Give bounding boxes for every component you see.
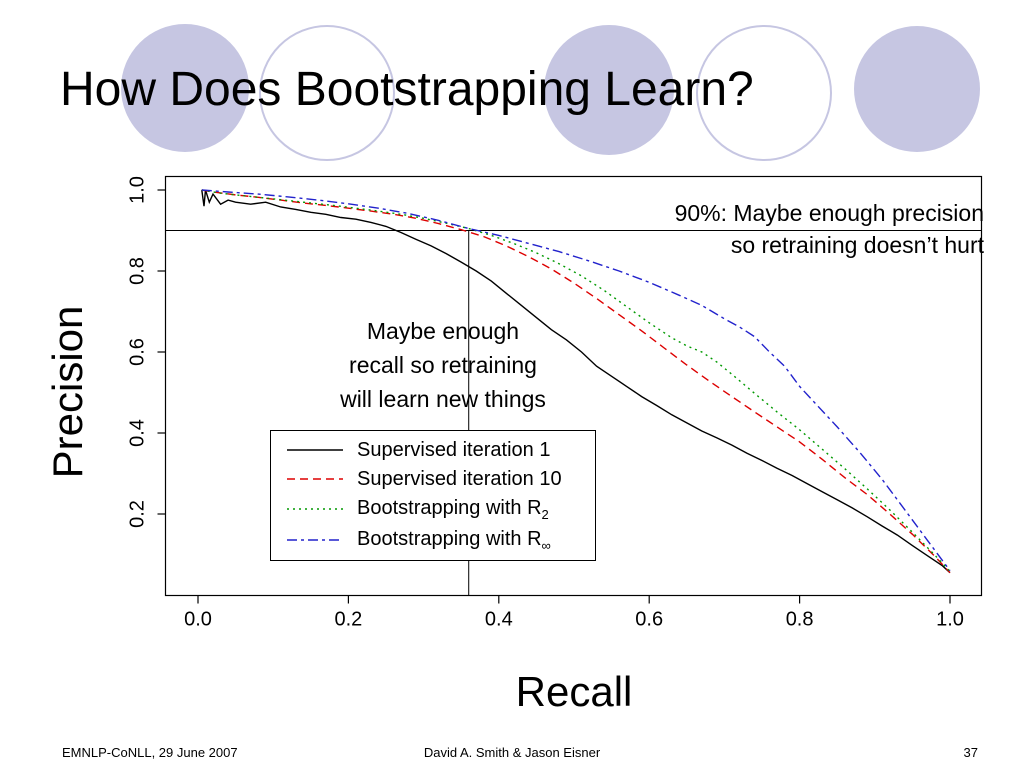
footer-authors: David A. Smith & Jason Eisner	[423, 745, 601, 760]
x-tick-label: 1.0	[936, 609, 964, 631]
legend-line-sample	[287, 478, 343, 480]
legend-item-supervised-iteration-10: Supervised iteration 10	[285, 468, 581, 491]
y-tick-label: 0.6	[127, 338, 149, 366]
slide-title: How Does Bootstrapping Learn?	[60, 63, 754, 116]
y-tick-label: 0.2	[127, 500, 149, 528]
chart-legend: Supervised iteration 1 Supervised iterati…	[270, 430, 596, 561]
series-line-supervised-iteration-1	[201, 189, 951, 574]
legend-label: Supervised iteration 1	[357, 438, 551, 461]
y-tick-label: 0.8	[127, 257, 149, 285]
legend-item-bootstrapping-with-r: Bootstrapping with R∞	[285, 528, 581, 553]
x-tick-label: 0.6	[635, 609, 663, 631]
decor-circle-outline	[259, 25, 395, 161]
x-tick-label: 0.8	[786, 609, 814, 631]
y-axis-label: Precision	[44, 305, 91, 479]
annotation-recall-threshold: Maybe enough recall so retraining will l…	[340, 314, 546, 416]
x-tick-label: 0.4	[485, 609, 513, 631]
series-line-supervised-iteration-10	[201, 189, 951, 574]
legend-item-bootstrapping-with-r2: Bootstrapping with R2	[285, 497, 581, 522]
legend-label: Bootstrapping with R∞	[357, 527, 551, 553]
series-line-bootstrapping-with-r	[201, 189, 951, 572]
legend-line-sample	[287, 449, 343, 451]
footer-page-number: 37	[963, 745, 978, 760]
legend-label: Bootstrapping with R2	[357, 496, 549, 522]
footer-conference: EMNLP-CoNLL, 29 June 2007	[62, 745, 238, 760]
annotation-line: so retraining doesn’t hurt	[730, 232, 984, 258]
decor-circle-filled	[121, 24, 249, 152]
x-axis-label: Recall	[515, 668, 633, 715]
plot-frame	[164, 175, 983, 597]
legend-label: Supervised iteration 10	[357, 467, 562, 490]
legend-line-sample	[287, 508, 343, 510]
annotation-line: 90%: Maybe enough precision	[674, 200, 984, 226]
legend-item-supervised-iteration-1: Supervised iteration 1	[285, 439, 581, 462]
annotation-precision-threshold: 90%: Maybe enough precision so retrainin…	[675, 197, 984, 261]
x-tick-label: 0.2	[334, 609, 362, 631]
y-tick-label: 1.0	[127, 176, 149, 204]
decorative-circles	[121, 24, 980, 161]
legend-line-sample	[287, 539, 343, 541]
annotation-line: will learn new things	[340, 386, 546, 412]
annotation-line: Maybe enough	[366, 318, 520, 344]
decor-circle-outline	[696, 25, 832, 161]
decor-circle-filled	[544, 25, 674, 155]
y-tick-label: 0.4	[127, 419, 149, 447]
x-tick-label: 0.0	[184, 609, 212, 631]
annotation-line: recall so retraining	[349, 352, 537, 378]
decor-circle-filled	[854, 26, 980, 152]
